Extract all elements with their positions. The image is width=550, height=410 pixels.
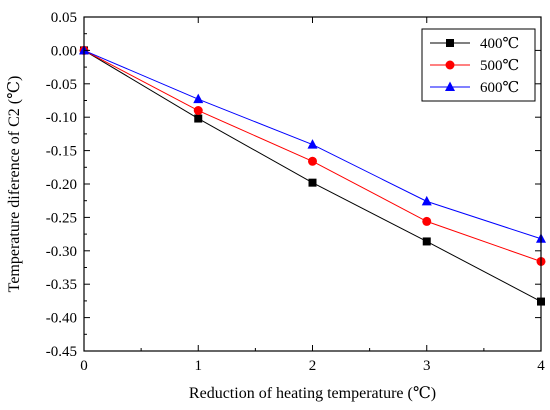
y-tick-label: -0.30 bbox=[46, 244, 77, 260]
data-point-square bbox=[422, 237, 431, 246]
y-tick-label: -0.20 bbox=[46, 177, 77, 193]
legend-label: 400℃ bbox=[480, 36, 519, 52]
legend-label: 500℃ bbox=[480, 58, 519, 74]
y-tick-label: -0.40 bbox=[46, 311, 77, 327]
x-tick-label: 0 bbox=[80, 358, 88, 374]
legend-label: 600℃ bbox=[480, 80, 519, 96]
data-point-circle bbox=[308, 156, 317, 166]
data-point-square bbox=[308, 178, 317, 187]
x-tick-label: 3 bbox=[423, 358, 431, 374]
legend: 400℃ 500℃ 600℃ bbox=[421, 28, 536, 102]
data-point-triangle bbox=[193, 93, 204, 104]
x-tick-label: 1 bbox=[195, 358, 203, 374]
data-point-triangle bbox=[421, 195, 432, 206]
y-tick-label: 0.00 bbox=[51, 43, 77, 59]
y-tick-label: -0.35 bbox=[46, 277, 77, 293]
y-tick-label: -0.45 bbox=[46, 344, 77, 360]
y-axis-title: Temperature diference of C2 (℃) bbox=[6, 76, 23, 293]
x-axis-title: Reduction of heating temperature (℃) bbox=[189, 385, 436, 402]
data-point-square bbox=[194, 114, 203, 123]
legend-marker-circle bbox=[445, 60, 455, 70]
data-point-circle bbox=[422, 216, 432, 226]
y-tick-label: 0.05 bbox=[51, 10, 77, 26]
y-tick-label: -0.10 bbox=[46, 110, 77, 126]
data-point-triangle bbox=[307, 139, 318, 149]
legend-marker-square bbox=[446, 39, 454, 47]
y-tick-label: -0.25 bbox=[46, 210, 77, 226]
legend-marker-triangle bbox=[445, 81, 455, 91]
y-tick-label: -0.15 bbox=[46, 144, 77, 160]
data-point-circle bbox=[193, 106, 203, 116]
y-tick-label: -0.05 bbox=[46, 77, 77, 93]
axes: 0 1 2 3 4 0.05 0.00 -0.05 -0.10 -0.15 -0.20 -0.25 -0… bbox=[46, 10, 546, 374]
x-tick-label: 2 bbox=[309, 358, 317, 374]
x-tick-label: 4 bbox=[537, 358, 545, 374]
